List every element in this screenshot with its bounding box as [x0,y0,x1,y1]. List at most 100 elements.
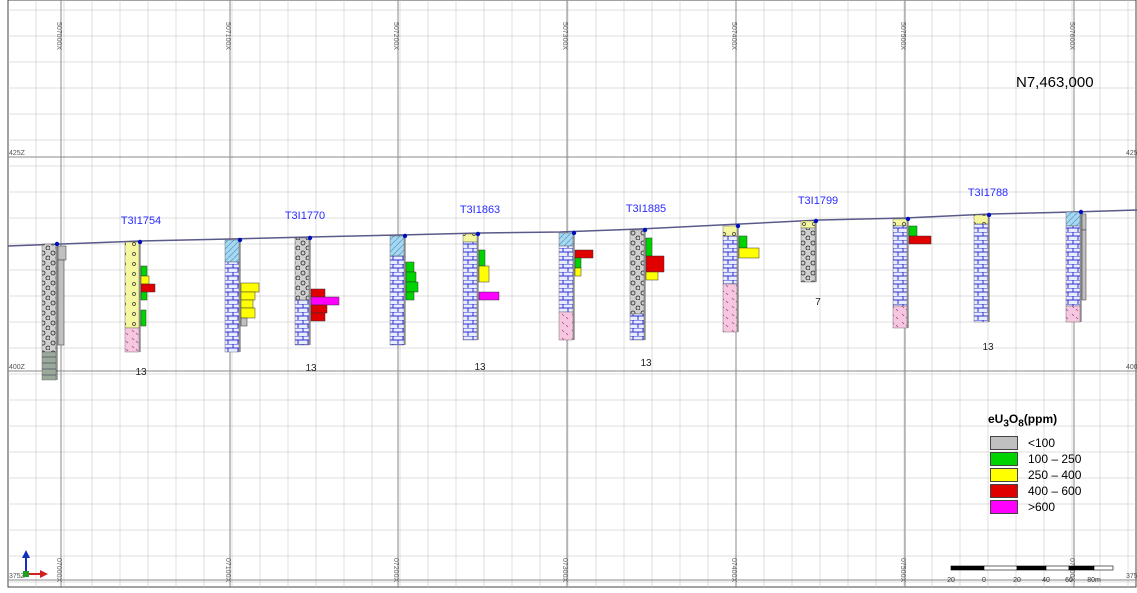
legend-swatch [990,436,1018,451]
scale-bar-segment [983,565,1018,571]
elevation-label-right: 375 [1126,573,1137,580]
grade-bar [140,275,150,285]
legend-item: <100 [982,435,1112,451]
collar-marker [137,239,143,245]
grade-bar [908,225,918,237]
drill-hole [1065,209,1087,323]
grade-bar [310,296,340,306]
legend-title: eU3O8(ppm) [988,412,1058,430]
lithology-interval [124,241,140,329]
lithology-interval [41,243,57,353]
scale-tick-label: 80m [1087,577,1101,584]
grade-bar [240,282,260,293]
easting-label-bottom: 07000X [55,558,62,582]
scale-tick-label: 60 [1065,577,1073,584]
legend-label: 100 – 250 [1028,452,1082,467]
lithology-interval [558,232,574,247]
axis-origin [23,571,29,577]
hole-grade-value: 13 [135,367,147,378]
lithology-interval [722,283,738,333]
hole-grade-value: 13 [982,342,994,353]
grade-bar [310,312,326,322]
lithology-interval [294,299,310,346]
hole-id-label: T3I1770 [285,210,325,222]
scale-bar-segment [1045,565,1070,571]
lithology-interval [294,237,310,301]
axis-up-head [22,550,30,558]
collar-marker [54,241,60,247]
collar-marker [1078,209,1084,215]
legend-item: >600 [982,499,1112,515]
grade-bar [645,271,659,281]
hole-id-label: T3I1799 [798,195,838,207]
grade-bar [240,291,256,301]
elevation-label-right: 425 [1126,150,1137,157]
drill-hole [389,233,419,346]
section-frame [7,0,1137,588]
grade-bar [1081,213,1087,231]
collar-marker [735,223,741,229]
legend-item: 100 – 250 [982,451,1112,467]
lithology-interval [892,218,908,227]
grade-bar [1081,229,1087,301]
legend-label: >600 [1028,500,1056,515]
grade-bar [478,249,486,267]
easting-label-top: 507000X [55,22,62,50]
grade-bar [645,237,653,257]
grade-bar [140,265,148,277]
lithology-interval [224,239,240,263]
easting-label-bottom: 07400X [730,558,737,582]
easting-label-top: 507100X [224,22,231,50]
drill-hole [41,241,67,381]
easting-label-top: 507500X [899,22,906,50]
lithology-interval [722,235,738,285]
lithology-interval [124,327,140,353]
hole-id-label: T3I1885 [626,203,666,215]
drill-hole [722,223,760,333]
collar-marker [571,230,577,236]
grade-bar [310,304,328,314]
grade-bar [738,247,760,259]
easting-label-top: 507200X [392,22,399,50]
hole-grade-value: 13 [305,363,317,374]
scale-bar-segment [1093,565,1114,571]
grade-bar [645,255,665,273]
easting-label-top: 507600X [1068,22,1075,50]
easting-label-bottom: 07500X [899,558,906,582]
lithology-interval [558,311,574,341]
grade-bar [405,291,415,301]
grade-bar [478,265,490,283]
grade-bar [310,288,326,298]
hole-id-label: T3I1754 [121,215,161,227]
lithology-interval [629,313,645,341]
grade-bar [240,317,248,327]
scale-bar-segment [950,565,985,571]
grade-bar [405,281,419,293]
grade-bar [140,291,148,301]
scale-tick-label: 20 [947,577,955,584]
elevation-label-left: 375Z [9,573,26,580]
lithology-interval [389,255,405,346]
grade-bar [908,235,932,245]
easting-label-top: 507400X [730,22,737,50]
grade-legend: eU3O8(ppm) <100 100 – 250 250 – 400 400 … [982,412,1112,515]
grade-bar [57,245,67,261]
hole-id-label: T3I1863 [460,204,500,216]
grade-bar [738,235,748,249]
hole-grade-value: 13 [640,358,652,369]
grade-bar [240,299,254,309]
drill-hole: T3I1863 13 [460,204,500,373]
hole-grade-value: 7 [815,297,821,308]
drill-hole [892,216,932,329]
drill-hole: T3I1754 13 [121,215,161,378]
easting-label-bottom: 07100X [224,558,231,582]
collar-marker [813,218,819,224]
collar-marker [307,235,313,241]
legend-swatch [990,484,1018,499]
lithology-interval [892,305,908,329]
hole-id-label: T3I1788 [968,187,1008,199]
lithology-interval [973,214,989,225]
lithology-interval [800,220,816,229]
legend-swatch [990,452,1018,467]
